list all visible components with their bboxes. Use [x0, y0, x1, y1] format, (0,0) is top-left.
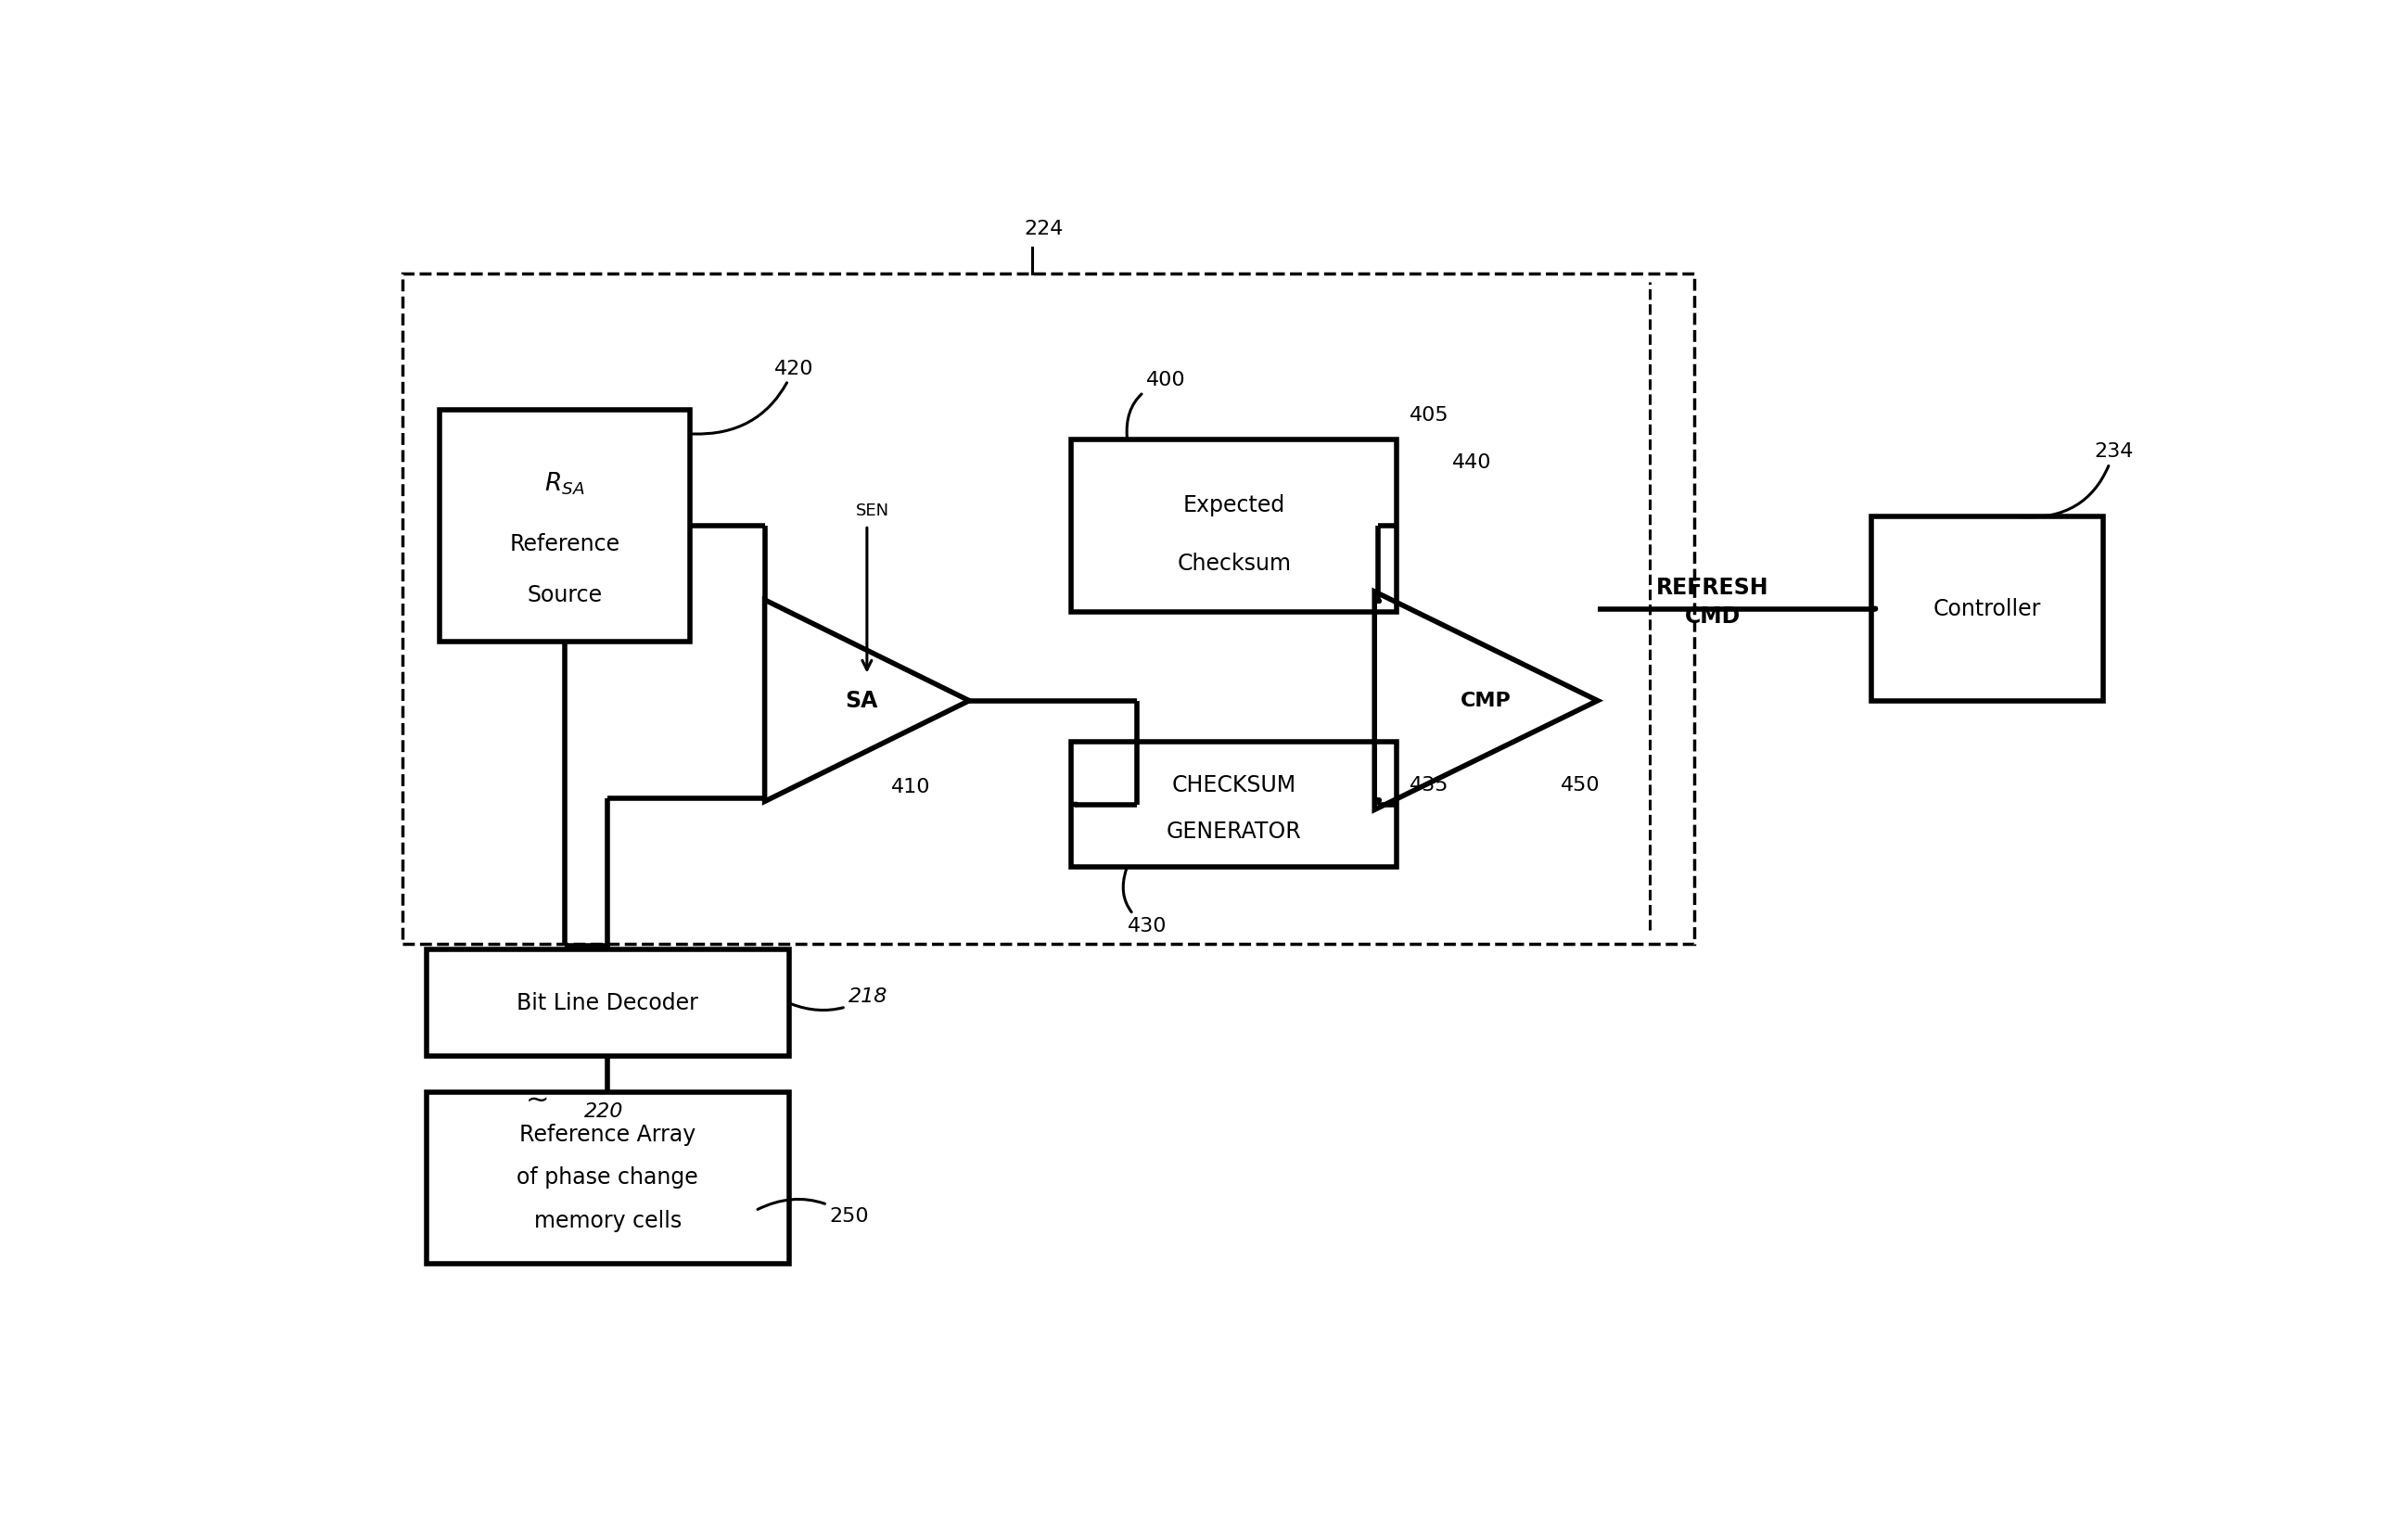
Text: $R_{SA}$: $R_{SA}$: [545, 471, 585, 497]
Text: Source: Source: [528, 584, 602, 607]
Bar: [403, 274, 1694, 944]
Text: SA: SA: [844, 690, 878, 711]
Text: 234: 234: [2022, 442, 2133, 517]
Text: Bit Line Decoder: Bit Line Decoder: [516, 992, 698, 1015]
Text: 224: 224: [1024, 220, 1063, 239]
Text: 435: 435: [1411, 776, 1449, 795]
Text: CMP: CMP: [1461, 691, 1511, 710]
Text: 405: 405: [1411, 405, 1449, 425]
Text: 220: 220: [585, 1103, 624, 1121]
Text: memory cells: memory cells: [533, 1210, 681, 1232]
Text: 400: 400: [1128, 371, 1185, 437]
Text: GENERATOR: GENERATOR: [1166, 821, 1303, 842]
Text: Expected: Expected: [1183, 494, 1286, 516]
Text: Controller: Controller: [1934, 598, 2042, 619]
Text: REFRESH
CMD: REFRESH CMD: [1658, 576, 1768, 628]
Bar: [427, 950, 789, 1056]
Bar: [1072, 440, 1396, 611]
Text: 250: 250: [758, 1200, 868, 1226]
Text: CHECKSUM: CHECKSUM: [1173, 775, 1295, 796]
Text: 440: 440: [1454, 453, 1492, 471]
Text: SEN: SEN: [856, 502, 890, 519]
Text: Reference Array: Reference Array: [518, 1124, 696, 1146]
Bar: [427, 1092, 789, 1264]
Text: Reference: Reference: [509, 533, 619, 556]
Text: Checksum: Checksum: [1178, 553, 1291, 574]
Text: 218: 218: [792, 987, 888, 1010]
Text: 420: 420: [693, 359, 813, 434]
Text: 450: 450: [1559, 776, 1600, 795]
Bar: [1871, 517, 2104, 701]
Text: ~: ~: [525, 1087, 549, 1113]
Bar: [439, 410, 691, 641]
Text: 430: 430: [1123, 869, 1166, 935]
Bar: [1072, 742, 1396, 867]
Text: of phase change: of phase change: [516, 1167, 698, 1189]
Text: 410: 410: [890, 778, 931, 796]
